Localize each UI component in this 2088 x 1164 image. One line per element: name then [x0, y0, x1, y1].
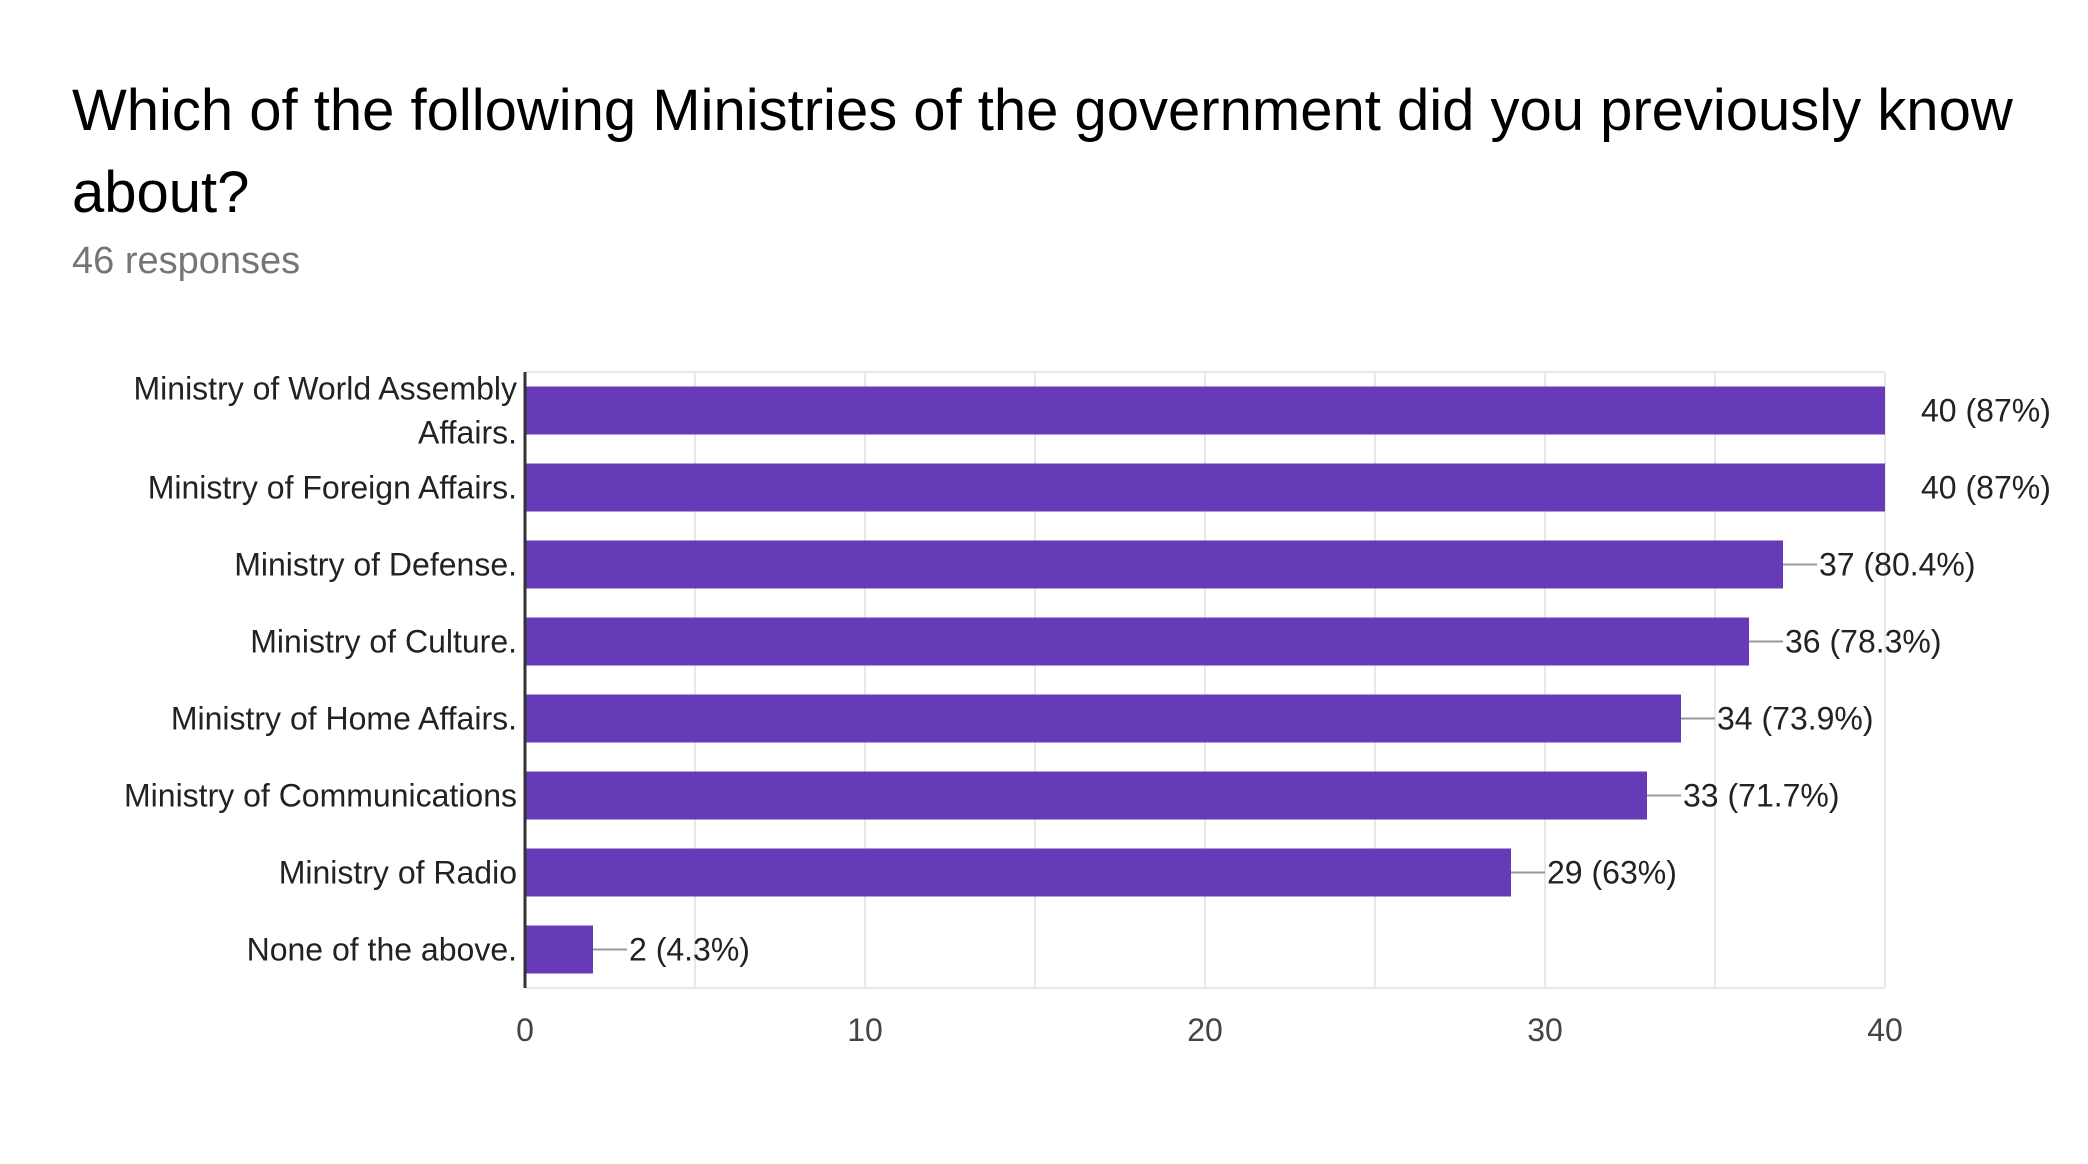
value-label: 40 (87%)	[1921, 470, 2051, 506]
bar	[525, 540, 1783, 589]
category-label: Ministry of Radio	[279, 855, 517, 891]
bar	[525, 386, 1885, 435]
bar	[525, 925, 593, 974]
value-label: 34 (73.9%)	[1717, 701, 1874, 737]
bar	[525, 694, 1681, 743]
category-label: Ministry of Communications	[124, 778, 517, 814]
bar	[525, 771, 1647, 820]
x-tick-label: 10	[847, 1012, 883, 1048]
value-label: 36 (78.3%)	[1785, 624, 1942, 660]
category-label: Ministry of Foreign Affairs.	[148, 470, 517, 506]
category-label: Ministry of Defense.	[234, 547, 517, 583]
x-tick-label: 40	[1867, 1012, 1903, 1048]
category-label: Affairs.	[418, 415, 517, 451]
value-label: 40 (87%)	[1921, 393, 2051, 429]
value-label: 37 (80.4%)	[1819, 547, 1976, 583]
bar	[525, 848, 1511, 897]
category-label: None of the above.	[247, 932, 517, 968]
x-tick-label: 30	[1527, 1012, 1563, 1048]
value-label: 29 (63%)	[1547, 855, 1677, 891]
bar	[525, 463, 1885, 512]
value-label: 2 (4.3%)	[629, 932, 750, 968]
x-tick-label: 0	[516, 1012, 534, 1048]
category-label: Ministry of Culture.	[250, 624, 517, 660]
category-label: Ministry of World Assembly	[134, 371, 518, 407]
value-label: 33 (71.7%)	[1683, 778, 1840, 814]
x-tick-label: 20	[1187, 1012, 1223, 1048]
chart-title: Which of the following Ministries of the…	[72, 78, 2013, 225]
bar	[525, 617, 1749, 666]
category-label: Ministry of Home Affairs.	[171, 701, 517, 737]
response-count: 46 responses	[72, 240, 301, 282]
